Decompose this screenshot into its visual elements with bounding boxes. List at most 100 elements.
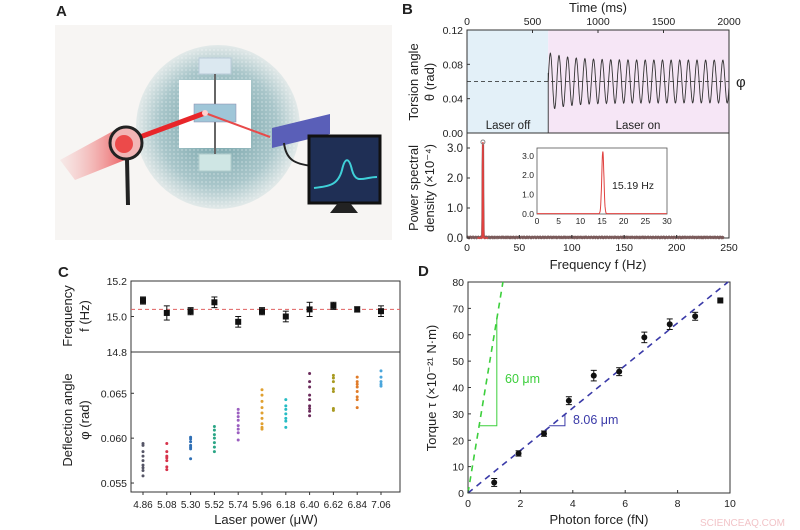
torsion-y-label-1: Torsion angle bbox=[406, 43, 421, 120]
photodetector bbox=[272, 114, 330, 148]
deflection-point bbox=[331, 376, 335, 380]
inset-peak-annotation: 15.19 Hz bbox=[612, 180, 654, 192]
deflection-point bbox=[236, 427, 240, 431]
deflection-point bbox=[236, 411, 240, 415]
frequency-tick-label: 14.8 bbox=[107, 347, 128, 359]
psd-x-tick-label: 150 bbox=[615, 242, 633, 254]
blue-fit-line bbox=[467, 281, 729, 494]
frequency-point bbox=[163, 309, 170, 316]
inset-y-tick-label: 3.0 bbox=[522, 151, 534, 161]
deflection-point bbox=[236, 407, 240, 411]
deflection-point bbox=[189, 447, 193, 451]
torque-tick-label: 0 bbox=[458, 488, 464, 500]
deflection-tick-label: 0.055 bbox=[101, 478, 127, 490]
torsion-tick-label: 0.00 bbox=[443, 128, 464, 140]
time-tick-label: 0 bbox=[464, 16, 470, 28]
deflection-point bbox=[212, 441, 216, 445]
deflection-point bbox=[236, 438, 240, 442]
deflection-point bbox=[141, 454, 145, 458]
force-tick-label: 8 bbox=[675, 498, 681, 510]
laser-power-tick-label: 6.84 bbox=[347, 500, 367, 511]
laser-power-tick-label: 6.18 bbox=[276, 500, 296, 511]
deflection-point bbox=[212, 436, 216, 440]
deflection-point bbox=[260, 411, 264, 415]
deflection-point bbox=[308, 393, 312, 397]
force-tick-label: 6 bbox=[622, 498, 628, 510]
frequency-point bbox=[330, 302, 337, 309]
torsion-tick-label: 0.04 bbox=[443, 94, 464, 106]
green-fit-label: 60 μm bbox=[505, 372, 540, 386]
setup-illustration bbox=[55, 25, 392, 240]
laser-on-label: Laser on bbox=[616, 120, 661, 132]
torsion-angle-trace bbox=[547, 52, 730, 110]
inset-y-tick-label: 1.0 bbox=[522, 190, 534, 200]
deflection-point bbox=[165, 456, 169, 460]
photon-force-axis-label: Photon force (fN) bbox=[550, 512, 649, 527]
bottom-clamp bbox=[198, 153, 232, 172]
deflection-point bbox=[331, 373, 335, 377]
frequency-tick-label: 15.0 bbox=[107, 312, 128, 324]
laser-power-tick-label: 5.52 bbox=[205, 500, 225, 511]
watermark: SCIENCEAQ.COM bbox=[700, 518, 785, 529]
reflected-laser-beam bbox=[204, 112, 271, 138]
frequency-point bbox=[211, 299, 218, 306]
deflection-point bbox=[141, 468, 145, 472]
deflection-point bbox=[284, 407, 288, 411]
green-slope-triangle bbox=[479, 318, 498, 427]
deflection-point bbox=[236, 415, 240, 419]
deflection-point bbox=[379, 380, 383, 384]
inset-x-tick-label: 15 bbox=[597, 216, 607, 226]
monitor-icon bbox=[307, 134, 382, 205]
frequency-point bbox=[306, 306, 313, 313]
torque-point bbox=[666, 321, 673, 328]
deflection-y-label-1: Deflection angle bbox=[60, 373, 75, 466]
time-axis-label: Time (ms) bbox=[569, 0, 627, 15]
c-frequency-y-label-1: Frequency bbox=[60, 285, 75, 347]
deflection-point bbox=[284, 412, 288, 416]
deflection-point bbox=[355, 389, 359, 393]
laser-power-tick-label: 5.30 bbox=[181, 500, 201, 511]
magnifier-handle bbox=[125, 158, 130, 206]
deflection-point bbox=[141, 466, 145, 470]
deflection-point bbox=[355, 398, 359, 402]
deflection-point bbox=[212, 433, 216, 437]
frequency-point bbox=[354, 306, 361, 313]
deflection-point bbox=[308, 372, 312, 376]
deflection-point bbox=[260, 427, 264, 431]
frequency-tick-label: 15.2 bbox=[107, 276, 128, 288]
torque-tick-label: 30 bbox=[452, 409, 464, 421]
deflection-point bbox=[236, 431, 240, 435]
deflection-point bbox=[189, 437, 193, 441]
top-clamp bbox=[198, 57, 232, 75]
plot-frame bbox=[130, 280, 401, 353]
deflection-point bbox=[141, 463, 145, 467]
inset-psd-trace bbox=[537, 151, 667, 215]
deflection-point bbox=[355, 406, 359, 410]
torsion-y-label-2: θ (rad) bbox=[422, 63, 437, 101]
deflection-point bbox=[308, 414, 312, 418]
psd-peak-marker bbox=[480, 139, 486, 145]
monitor-trace bbox=[313, 159, 378, 189]
deflection-point bbox=[379, 384, 383, 388]
deflection-y-label-2: φ (rad) bbox=[77, 400, 92, 440]
frequency-point bbox=[140, 297, 146, 304]
deflection-point bbox=[284, 404, 288, 408]
frequency-vs-power-chart: Frequency f (Hz) 14.8 15.0 15.2 bbox=[60, 276, 401, 359]
deflection-point bbox=[260, 393, 264, 397]
time-tick-label: 1000 bbox=[586, 16, 610, 28]
force-tick-label: 10 bbox=[724, 498, 736, 510]
deflection-point bbox=[331, 408, 335, 412]
deflection-point bbox=[212, 428, 216, 432]
torque-vs-force-chart: Photon force (fN) Torque τ (×10⁻²¹ N·m) … bbox=[424, 277, 736, 527]
torque-point bbox=[590, 372, 597, 379]
deflection-point bbox=[355, 385, 359, 389]
deflection-point bbox=[331, 387, 335, 391]
deflection-point bbox=[379, 375, 383, 379]
frequency-point bbox=[378, 308, 384, 315]
laser-power-tick-label: 5.96 bbox=[252, 500, 272, 511]
laser-power-tick-label: 6.40 bbox=[300, 500, 320, 511]
deflection-point bbox=[141, 459, 145, 463]
deflection-point bbox=[141, 450, 145, 454]
psd-inset: 0 5 10 15 20 25 30 0.0 1.0 2.0 3.0 bbox=[522, 147, 672, 226]
frequency-point bbox=[235, 318, 242, 325]
